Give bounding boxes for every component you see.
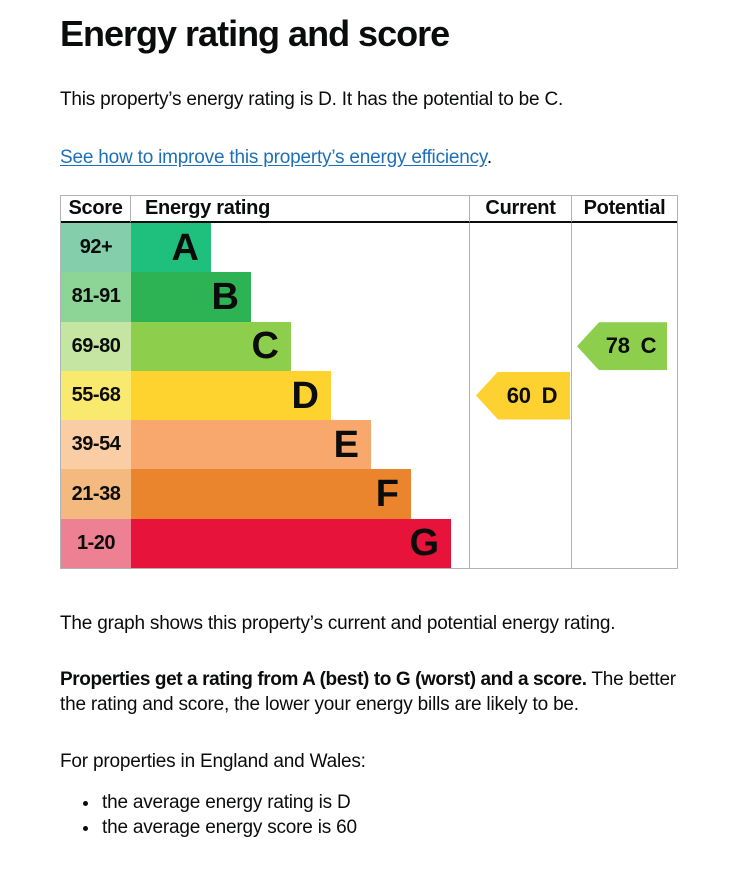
current-cell-f xyxy=(469,469,571,519)
average-stats-list: the average energy rating is D the avera… xyxy=(60,790,720,840)
current-cell-b xyxy=(469,272,571,322)
page-title: Energy rating and score xyxy=(60,13,450,54)
rating-explanation: Properties get a rating from A (best) to… xyxy=(60,667,676,717)
current-cell-g xyxy=(469,518,571,569)
score-range-g: 1-20 xyxy=(61,518,131,569)
improvement-link[interactable]: See how to improve this property’s energ… xyxy=(60,147,487,168)
score-range-d: 55-68 xyxy=(61,370,131,421)
column-header-rating: Energy rating xyxy=(131,196,469,223)
rating-bar-d: D xyxy=(131,370,331,421)
band-row-a: A xyxy=(131,223,469,273)
rating-bar-a: A xyxy=(131,223,211,273)
potential-rating-arrow: 78 C xyxy=(577,322,667,371)
band-row-f: F xyxy=(131,469,469,519)
current-cell-a xyxy=(469,223,571,273)
current-cell-d: 60 D xyxy=(469,370,571,421)
column-header-potential: Potential xyxy=(571,196,677,223)
band-row-d: D xyxy=(131,370,469,421)
content: Energy rating and score This property’s … xyxy=(0,0,720,880)
potential-cell-f xyxy=(571,469,677,519)
rating-summary-text: This property’s energy rating is D. It h… xyxy=(60,89,564,110)
band-row-e: E xyxy=(131,420,469,470)
score-range-b: 81-91 xyxy=(61,272,131,322)
current-cell-e xyxy=(469,420,571,470)
rating-bar-e: E xyxy=(131,420,371,470)
rating-bar-g: G xyxy=(131,518,451,569)
link-suffix: . xyxy=(486,147,492,168)
potential-score: 78 xyxy=(605,333,630,359)
current-rating-arrow: 60 D xyxy=(476,371,570,420)
chart-caption: The graph shows this property’s current … xyxy=(60,613,616,635)
potential-cell-a xyxy=(571,223,677,273)
list-item: the average energy score is 60 xyxy=(100,815,720,840)
improvement-link-row: See how to improve this property’s energ… xyxy=(60,145,676,170)
current-rating-letter: D xyxy=(541,382,558,408)
column-header-score: Score xyxy=(61,196,131,223)
column-header-current: Current xyxy=(469,196,571,223)
region-intro: For properties in England and Wales: xyxy=(60,751,366,773)
potential-cell-b xyxy=(571,272,677,322)
list-item: the average energy rating is D xyxy=(100,790,720,815)
potential-cell-c: 78 C xyxy=(571,321,677,371)
rating-bar-c: C xyxy=(131,321,291,371)
score-range-f: 21-38 xyxy=(61,469,131,519)
rating-bar-b: B xyxy=(131,272,251,322)
rating-explanation-bold: Properties get a rating from A (best) to… xyxy=(60,669,587,691)
score-range-c: 69-80 xyxy=(61,321,131,371)
potential-cell-e xyxy=(571,420,677,470)
rating-bar-f: F xyxy=(131,469,411,519)
band-row-b: B xyxy=(131,272,469,322)
current-score: 60 xyxy=(506,382,531,408)
band-row-c: C xyxy=(131,321,469,371)
potential-cell-g xyxy=(571,518,677,569)
score-range-a: 92+ xyxy=(61,223,131,273)
score-range-e: 39-54 xyxy=(61,420,131,470)
energy-rating-chart: Score Energy rating Current Potential 92… xyxy=(60,195,678,570)
potential-rating-letter: C xyxy=(640,333,657,359)
potential-cell-d xyxy=(571,370,677,421)
current-cell-c xyxy=(469,321,571,371)
rating-explanation-rest: The better the rating and score, the low… xyxy=(60,669,676,716)
band-row-g: G xyxy=(131,518,469,569)
